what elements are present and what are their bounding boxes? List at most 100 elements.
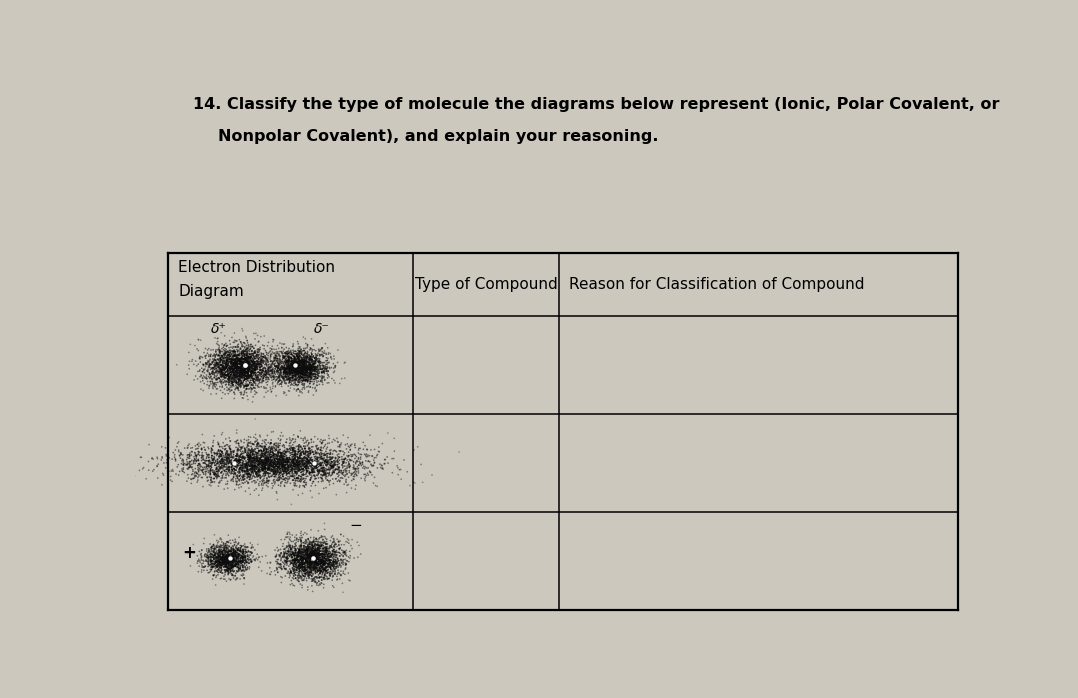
Point <box>215 369 232 380</box>
Point <box>265 459 282 470</box>
Point <box>211 554 229 565</box>
Point <box>309 559 327 570</box>
Point <box>281 373 299 385</box>
Point <box>281 365 299 376</box>
Point <box>235 474 252 485</box>
Point <box>262 452 279 463</box>
Point <box>205 469 222 480</box>
Point <box>335 479 353 490</box>
Point <box>240 555 258 566</box>
Point <box>312 452 329 463</box>
Point <box>236 366 253 378</box>
Point <box>194 555 211 566</box>
Point <box>226 436 244 447</box>
Point <box>313 558 330 569</box>
Point <box>293 453 310 464</box>
Point <box>316 348 333 359</box>
Point <box>231 345 248 356</box>
Point <box>289 369 306 380</box>
Point <box>275 454 292 466</box>
Point <box>213 557 231 568</box>
Point <box>313 565 330 577</box>
Point <box>300 446 317 457</box>
Point <box>314 367 331 378</box>
Point <box>199 558 217 569</box>
Point <box>249 434 266 445</box>
Point <box>220 371 237 382</box>
Point <box>216 561 233 572</box>
Point <box>306 551 323 562</box>
Point <box>226 549 244 560</box>
Point <box>257 366 274 378</box>
Point <box>233 378 250 389</box>
Point <box>298 535 315 546</box>
Point <box>282 567 300 579</box>
Point <box>309 371 327 382</box>
Point <box>313 460 330 471</box>
Point <box>216 543 233 554</box>
Point <box>293 379 310 390</box>
Point <box>215 355 232 366</box>
Point <box>320 433 337 444</box>
Point <box>203 362 220 373</box>
Point <box>240 363 258 374</box>
Point <box>276 461 293 472</box>
Point <box>230 438 247 450</box>
Point <box>321 465 338 476</box>
Point <box>299 375 316 386</box>
Point <box>274 461 291 473</box>
Point <box>241 352 259 363</box>
Point <box>305 554 322 565</box>
Point <box>183 446 201 457</box>
Point <box>195 437 212 448</box>
Point <box>229 352 246 363</box>
Point <box>247 364 264 375</box>
Point <box>294 458 312 469</box>
Point <box>234 369 251 380</box>
Point <box>201 480 218 491</box>
Point <box>205 344 222 355</box>
Point <box>265 443 282 454</box>
Point <box>227 377 245 388</box>
Point <box>211 557 229 568</box>
Point <box>210 362 227 373</box>
Point <box>226 551 244 562</box>
Point <box>308 544 326 556</box>
Point <box>229 355 246 366</box>
Point <box>313 554 330 565</box>
Point <box>217 352 234 364</box>
Point <box>193 452 210 463</box>
Point <box>293 348 310 359</box>
Point <box>263 454 280 466</box>
Point <box>208 466 225 477</box>
Point <box>312 436 329 447</box>
Point <box>222 560 239 571</box>
Point <box>296 457 314 468</box>
Point <box>319 459 336 470</box>
Point <box>238 465 255 476</box>
Point <box>291 555 308 566</box>
Point <box>298 550 315 561</box>
Point <box>209 354 226 365</box>
Point <box>350 452 368 463</box>
Point <box>317 348 334 359</box>
Point <box>292 561 309 572</box>
Point <box>262 457 279 468</box>
Point <box>302 342 319 353</box>
Point <box>239 368 257 379</box>
Point <box>282 378 300 389</box>
Point <box>190 465 207 476</box>
Point <box>300 372 317 383</box>
Point <box>274 551 291 562</box>
Point <box>206 549 223 560</box>
Point <box>289 440 306 452</box>
Point <box>302 453 319 464</box>
Point <box>210 372 227 383</box>
Point <box>238 359 255 371</box>
Point <box>296 570 314 581</box>
Point <box>314 572 331 584</box>
Point <box>218 366 235 377</box>
Point <box>310 346 328 357</box>
Point <box>165 447 182 458</box>
Point <box>290 547 307 558</box>
